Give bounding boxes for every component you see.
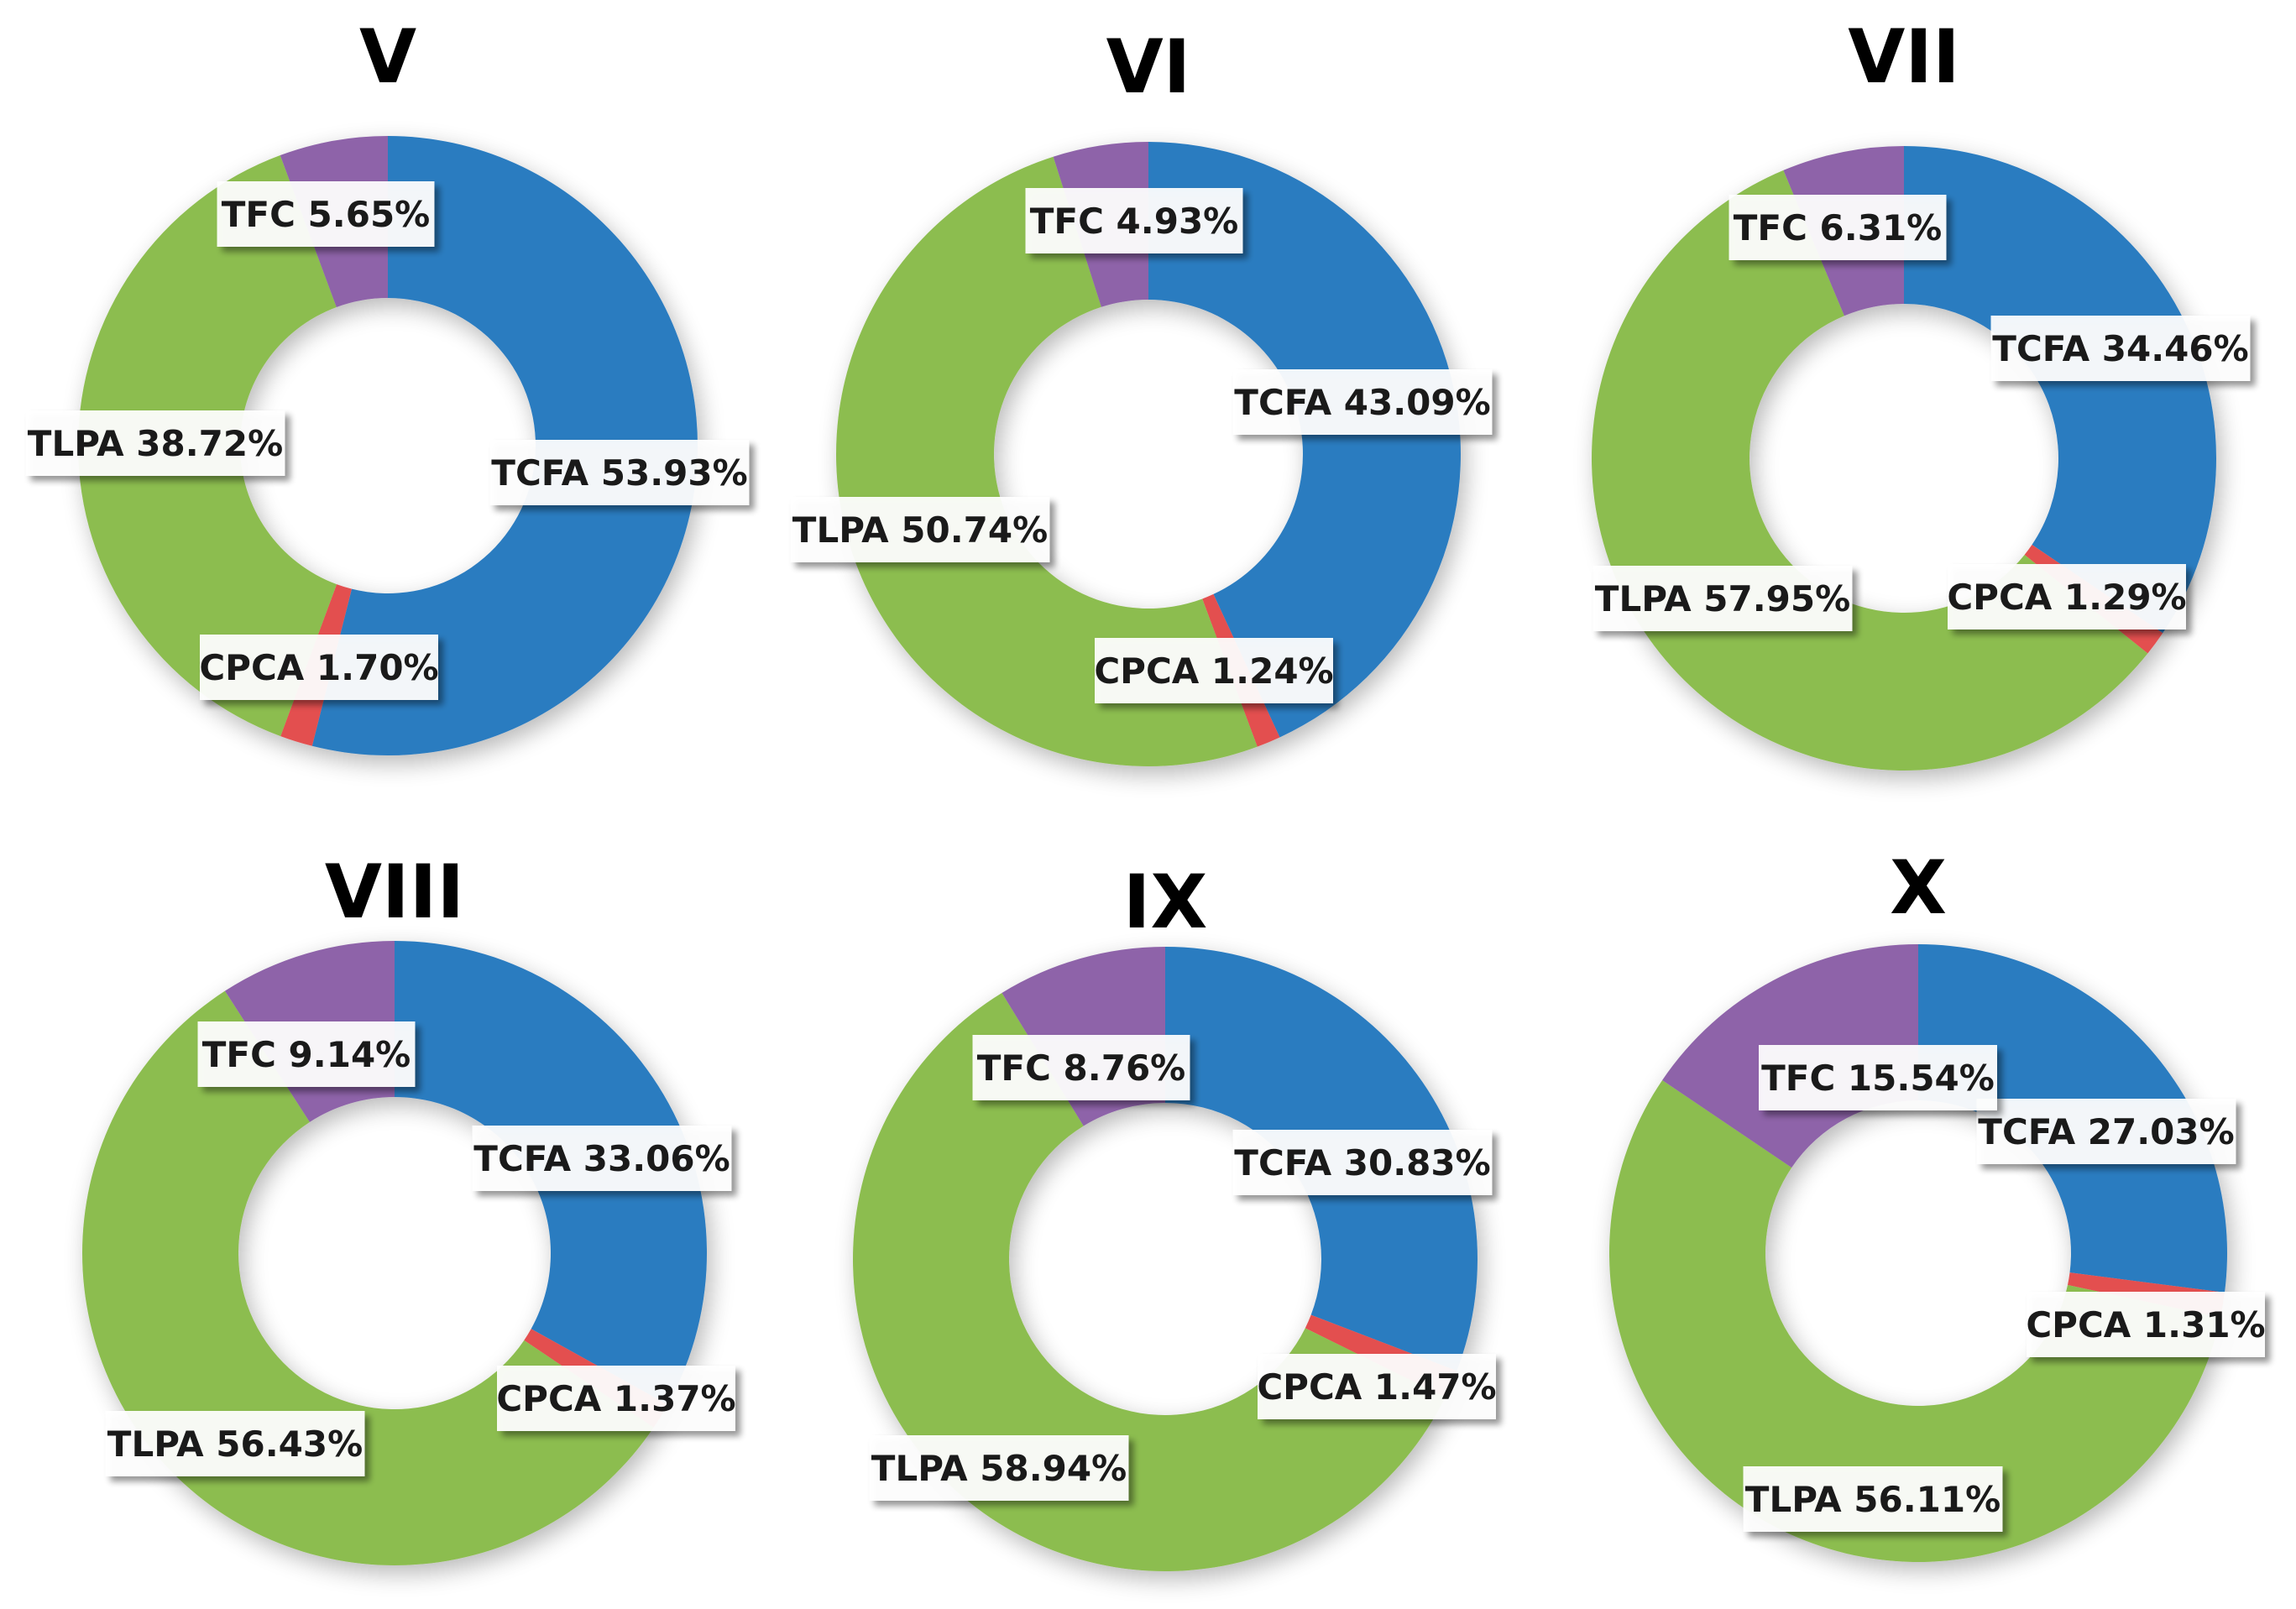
data-label-text: TCFA 34.46% xyxy=(1992,328,2248,369)
data-label-text: TFC 5.65% xyxy=(222,194,431,235)
slice-tlpa xyxy=(853,992,1446,1571)
data-label-text: TCFA 43.09% xyxy=(1234,382,1490,423)
data-label-text: CPCA 1.70% xyxy=(199,647,438,688)
data-label-box xyxy=(972,1035,1190,1100)
data-label-text: TFC 4.93% xyxy=(1030,201,1239,242)
chart-title: VI xyxy=(1106,24,1191,110)
slice-tlpa xyxy=(835,156,1258,767)
data-label-tfc: TFC 15.54% xyxy=(1759,1045,1997,1110)
data-label-box xyxy=(1743,1466,2003,1532)
slice-tcfa xyxy=(311,136,698,755)
data-label-text: CPCA 1.31% xyxy=(2026,1304,2265,1345)
data-label-tcfa: TCFA 43.09% xyxy=(1232,369,1493,435)
data-label-tfc: TFC 4.93% xyxy=(1025,188,1243,253)
data-label-tlpa: TLPA 57.95% xyxy=(1593,566,1853,631)
chart-title: IX xyxy=(1123,859,1208,945)
data-label-box xyxy=(197,1021,416,1087)
slice-tlpa xyxy=(1609,1079,2220,1563)
donut-chart-v: V TCFA 53.93% CPCA 1.70% TLPA 38.72% TFC 5.6… xyxy=(25,13,750,755)
data-label-cpca: CPCA 1.24% xyxy=(1094,638,1334,703)
data-label-text: TLPA 50.74% xyxy=(792,509,1048,551)
data-label-text: TFC 15.54% xyxy=(1761,1058,1995,1099)
data-label-tlpa: TLPA 58.94% xyxy=(869,1435,1129,1501)
slice-tcfa xyxy=(1904,146,2216,634)
data-label-box xyxy=(489,440,750,505)
data-label-tlpa: TLPA 38.72% xyxy=(25,410,285,476)
data-label-box xyxy=(105,1411,365,1476)
data-label-box xyxy=(1976,1099,2236,1164)
data-label-box xyxy=(869,1435,1129,1501)
data-label-box xyxy=(790,497,1050,562)
data-label-box xyxy=(1095,638,1333,703)
data-label-text: TCFA 33.06% xyxy=(473,1138,730,1179)
data-label-cpca: CPCA 1.31% xyxy=(2026,1292,2266,1357)
chart-title: X xyxy=(1890,844,1947,931)
data-label-text: TLPA 57.95% xyxy=(1595,578,1850,619)
data-label-box xyxy=(1948,564,2186,629)
data-label-tcfa: TCFA 33.06% xyxy=(472,1126,732,1191)
data-label-text: TCFA 30.83% xyxy=(1234,1142,1490,1183)
data-label-text: TLPA 56.11% xyxy=(1745,1479,2001,1520)
data-label-tlpa: TLPA 56.43% xyxy=(105,1411,365,1476)
donut-chart-ix: IX TCFA 30.83% CPCA 1.47% TLPA 58.94% TFC 8.… xyxy=(853,859,1497,1571)
data-label-text: CPCA 1.24% xyxy=(1094,650,1333,692)
data-label-text: TCFA 53.93% xyxy=(491,452,747,494)
data-label-tcfa: TCFA 53.93% xyxy=(489,440,750,505)
data-label-cpca: CPCA 1.29% xyxy=(1947,564,2187,629)
donut-ring xyxy=(835,142,1462,767)
data-label-text: CPCA 1.29% xyxy=(1947,577,2186,618)
data-label-tfc: TFC 6.31% xyxy=(1729,195,1947,260)
data-label-box xyxy=(472,1126,732,1191)
data-label-tcfa: TCFA 30.83% xyxy=(1232,1130,1493,1195)
data-label-text: TLPA 58.94% xyxy=(871,1448,1127,1489)
data-label-tcfa: TCFA 34.46% xyxy=(1990,316,2251,381)
data-label-box xyxy=(1759,1045,1997,1110)
data-label-box xyxy=(1232,1130,1493,1195)
data-label-tfc: TFC 8.76% xyxy=(972,1035,1190,1100)
donut-chart-x: X TCFA 27.03% CPCA 1.31% TLPA 56.11% TFC 15.… xyxy=(1609,844,2266,1563)
donut-chart-vi: VI TCFA 43.09% CPCA 1.24% TLPA 50.74% TFC 4.… xyxy=(790,24,1493,767)
data-label-tfc: TFC 9.14% xyxy=(197,1021,416,1087)
data-label-box xyxy=(2027,1292,2265,1357)
data-label-cpca: CPCA 1.70% xyxy=(199,635,439,700)
data-label-tfc: TFC 5.65% xyxy=(217,181,435,247)
chart-title: VIII xyxy=(325,849,464,935)
data-label-box xyxy=(1593,566,1853,631)
data-label-cpca: CPCA 1.47% xyxy=(1257,1354,1497,1419)
data-label-text: TCFA 27.03% xyxy=(1978,1111,2234,1152)
data-label-text: TFC 6.31% xyxy=(1734,207,1943,248)
data-label-tlpa: TLPA 56.11% xyxy=(1743,1466,2003,1532)
data-label-box xyxy=(25,410,285,476)
data-label-tlpa: TLPA 50.74% xyxy=(790,497,1050,562)
data-label-box xyxy=(200,635,438,700)
data-label-text: TLPA 56.43% xyxy=(107,1424,363,1465)
donut-chart-vii: VII TCFA 34.46% CPCA 1.29% TLPA 57.95% TFC 6… xyxy=(1592,13,2251,771)
data-label-text: TLPA 38.72% xyxy=(28,423,283,464)
data-label-box xyxy=(1990,316,2251,381)
chart-title: V xyxy=(359,13,416,100)
data-label-text: TFC 9.14% xyxy=(202,1034,411,1075)
data-label-box xyxy=(1258,1354,1496,1419)
chart-title: VII xyxy=(1848,13,1960,100)
data-label-box xyxy=(1025,188,1243,253)
donut-chart-viii: VIII TCFA 33.06% CPCA 1.37% TLPA 56.43% TFC … xyxy=(81,849,736,1566)
data-label-tcfa: TCFA 27.03% xyxy=(1976,1099,2236,1164)
data-label-box xyxy=(497,1366,735,1431)
data-label-text: CPCA 1.47% xyxy=(1257,1366,1496,1408)
data-label-text: TFC 8.76% xyxy=(977,1047,1186,1089)
slice-tcfa xyxy=(1148,142,1462,738)
data-label-text: CPCA 1.37% xyxy=(496,1378,735,1419)
data-label-box xyxy=(1232,369,1493,435)
data-label-box xyxy=(217,181,435,247)
data-label-box xyxy=(1729,195,1947,260)
data-label-cpca: CPCA 1.37% xyxy=(496,1366,736,1431)
